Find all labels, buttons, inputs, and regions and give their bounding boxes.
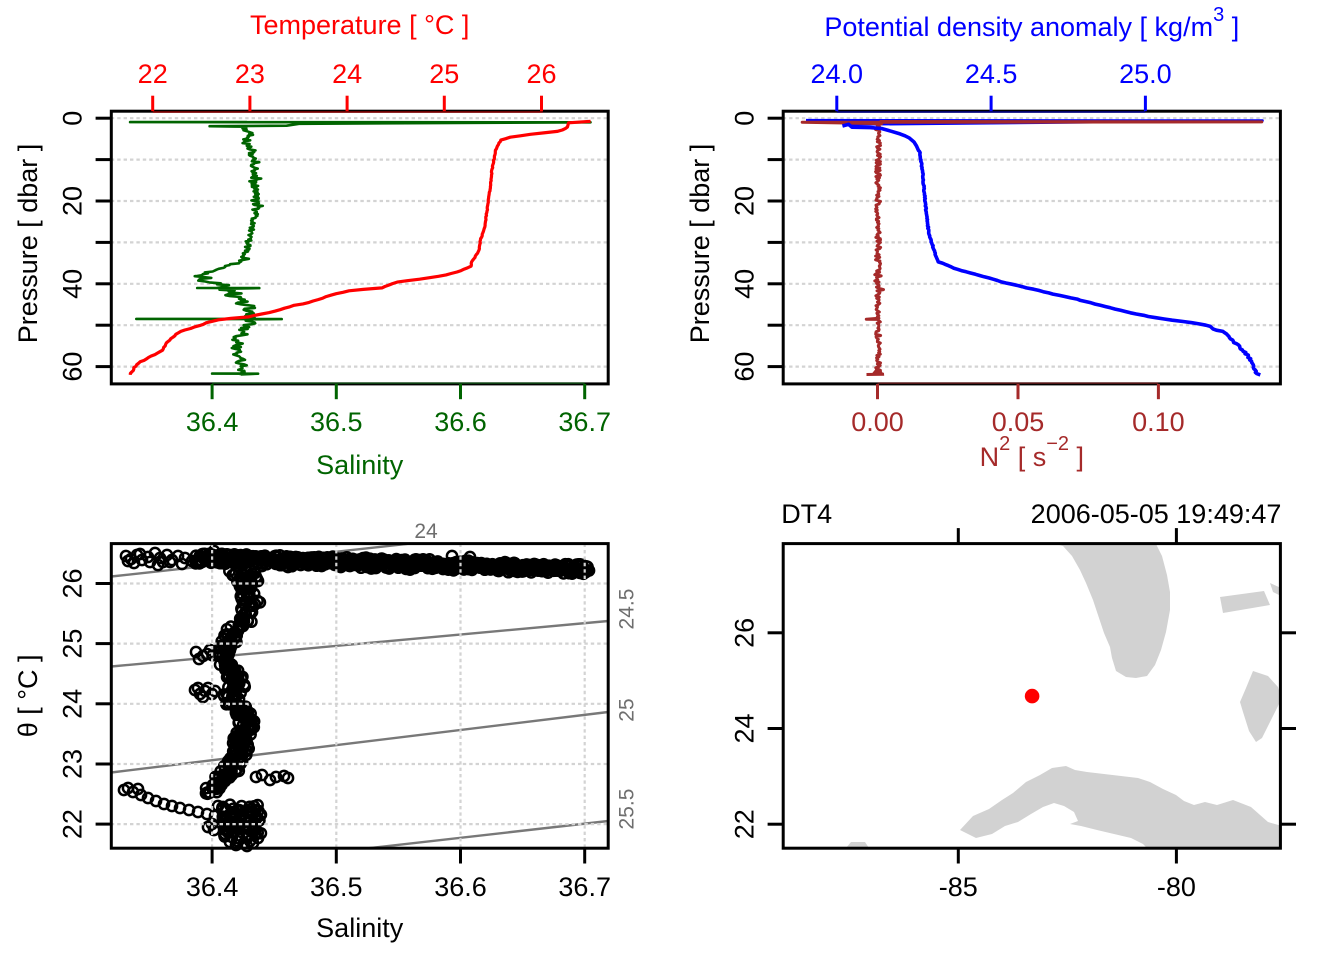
svg-text:2006-05-05 19:49:47: 2006-05-05 19:49:47 xyxy=(1031,499,1282,529)
svg-text:24.5: 24.5 xyxy=(965,59,1018,89)
svg-text:20: 20 xyxy=(58,186,88,216)
svg-text:23: 23 xyxy=(235,59,265,89)
svg-text:24.5: 24.5 xyxy=(616,589,639,630)
svg-text:Pressure [ dbar ]: Pressure [ dbar ] xyxy=(13,144,43,344)
svg-text:25: 25 xyxy=(58,629,88,659)
svg-text:24: 24 xyxy=(332,59,362,89)
svg-text:40: 40 xyxy=(58,269,88,299)
svg-text:22: 22 xyxy=(58,809,88,839)
svg-text:θ [ °C ]: θ [ °C ] xyxy=(13,654,43,737)
svg-text:36.4: 36.4 xyxy=(186,872,239,902)
svg-text:25: 25 xyxy=(616,698,639,721)
svg-text:24.0: 24.0 xyxy=(811,59,864,89)
svg-text:36.7: 36.7 xyxy=(558,872,611,902)
svg-text:-80: -80 xyxy=(1157,872,1196,902)
svg-text:60: 60 xyxy=(730,352,760,382)
svg-text:36.7: 36.7 xyxy=(558,407,611,437)
svg-text:Salinity: Salinity xyxy=(316,450,404,480)
svg-text:Pressure [ dbar ]: Pressure [ dbar ] xyxy=(685,144,715,344)
svg-text:24: 24 xyxy=(730,713,760,743)
svg-text:0.00: 0.00 xyxy=(851,407,904,437)
svg-text:36.4: 36.4 xyxy=(186,407,239,437)
svg-text:36.5: 36.5 xyxy=(310,407,363,437)
svg-text:22: 22 xyxy=(138,59,168,89)
svg-text:25: 25 xyxy=(429,59,459,89)
svg-text:24: 24 xyxy=(58,689,88,719)
svg-text:0: 0 xyxy=(730,111,760,126)
svg-text:36.5: 36.5 xyxy=(310,872,363,902)
svg-text:22: 22 xyxy=(730,809,760,839)
svg-text:DT4: DT4 xyxy=(781,499,832,529)
svg-text:-85: -85 xyxy=(939,872,978,902)
svg-text:23: 23 xyxy=(58,749,88,779)
svg-text:0: 0 xyxy=(58,111,88,126)
svg-text:Temperature [ °C ]: Temperature [ °C ] xyxy=(250,10,469,40)
svg-text:36.6: 36.6 xyxy=(434,872,487,902)
svg-text:0.10: 0.10 xyxy=(1132,407,1185,437)
svg-text:25.0: 25.0 xyxy=(1119,59,1172,89)
svg-text:36.6: 36.6 xyxy=(434,407,487,437)
svg-text:26: 26 xyxy=(58,568,88,598)
svg-text:25.5: 25.5 xyxy=(616,789,639,830)
svg-text:60: 60 xyxy=(58,352,88,382)
svg-text:40: 40 xyxy=(730,269,760,299)
svg-text:26: 26 xyxy=(526,59,556,89)
svg-text:24: 24 xyxy=(414,520,438,543)
svg-text:Salinity: Salinity xyxy=(316,913,404,943)
svg-text:20: 20 xyxy=(730,186,760,216)
svg-text:26: 26 xyxy=(730,618,760,648)
